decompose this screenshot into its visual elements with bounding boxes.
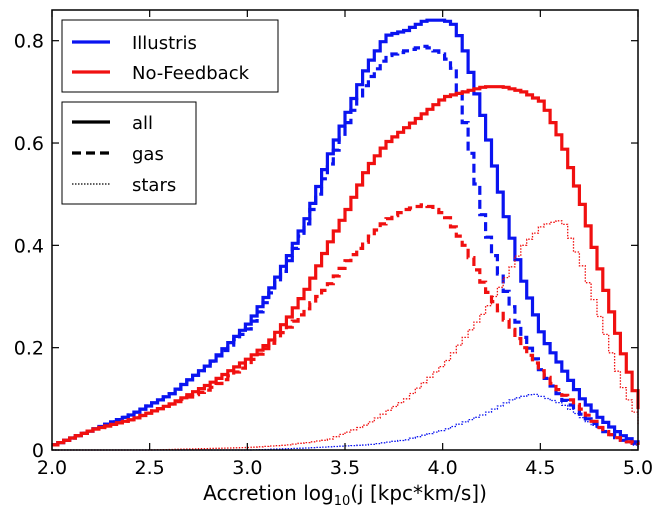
y-tick-label: 0.4 [14,235,44,257]
y-tick-label: 0 [32,440,44,462]
y-tick-label: 0.8 [14,31,44,53]
y-tick-label: 0.6 [14,133,44,155]
legend-label: all [132,113,153,134]
x-tick-label: 3.0 [232,457,262,479]
legend-label: No-Feedback [132,63,250,84]
legend-box [61,19,279,93]
series-illustris-all [52,18,640,447]
legend-box [61,101,197,205]
y-tick-label: 0.2 [14,338,44,360]
x-tick-label: 3.5 [330,457,360,479]
series-no-feedback-gas [52,203,640,447]
legend-components: all gas stars [61,101,197,205]
x-tick-label: 2.5 [135,457,165,479]
x-tick-label: 4.5 [525,457,555,479]
legend-label: stars [132,175,176,196]
legend-models: Illustris No-Feedback [61,19,279,93]
legend-label: Illustris [132,33,197,54]
axis-ticks: 2.0 2.5 3.0 3.5 4.0 4.5 5.0 0 0.2 0.4 0.6 0.8 [14,10,653,479]
legend-label: gas [132,144,164,165]
series-no-feedback-stars [52,220,639,451]
x-tick-label: 4.0 [428,457,458,479]
x-tick-label: 5.0 [623,457,653,479]
x-axis-label: Accretion log10(j [kpc*km/s]) [203,481,487,509]
x-tick-label: 2.0 [37,457,67,479]
